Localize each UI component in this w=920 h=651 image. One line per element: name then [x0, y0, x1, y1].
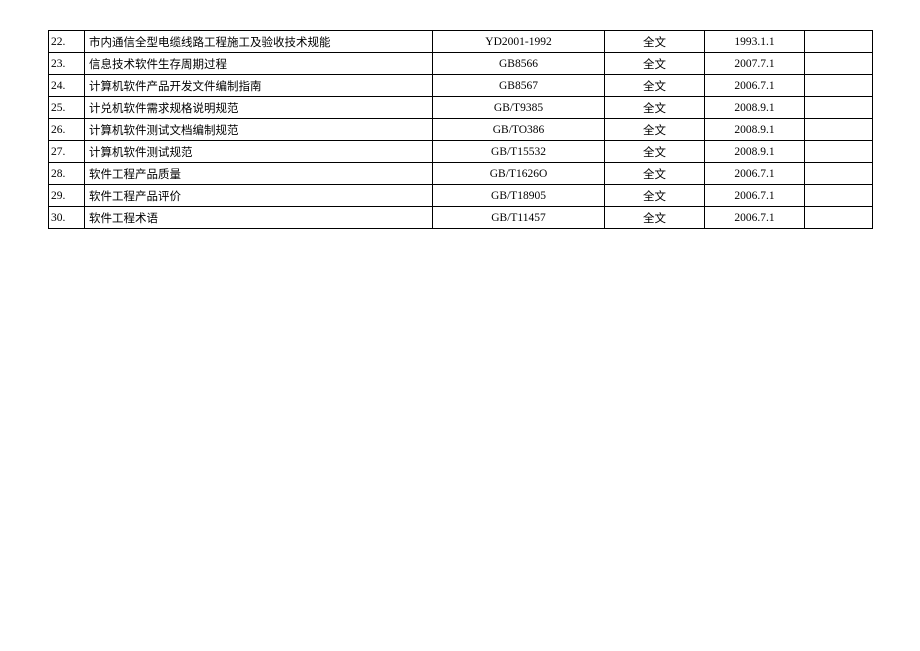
- cell-scope: 全文: [605, 31, 705, 53]
- cell-date: 2006.7.1: [705, 163, 805, 185]
- table-row: 27.计算机软件测试规范GB/T15532全文2008.9.1: [49, 141, 873, 163]
- cell-code: YD2001-1992: [433, 31, 605, 53]
- cell-code: GB/T18905: [433, 185, 605, 207]
- cell-date: 2006.7.1: [705, 185, 805, 207]
- cell-empty: [805, 141, 873, 163]
- cell-scope: 全文: [605, 119, 705, 141]
- cell-empty: [805, 31, 873, 53]
- cell-title: 计算机软件产品开发文件编制指南: [85, 75, 433, 97]
- table-row: 25.计兑机软件需求规格说明规范GB/T9385全文2008.9.1: [49, 97, 873, 119]
- cell-empty: [805, 185, 873, 207]
- cell-num: 26.: [49, 119, 85, 141]
- cell-num: 24.: [49, 75, 85, 97]
- cell-num: 22.: [49, 31, 85, 53]
- table-row: 29.软件工程产品评价GB/T18905全文2006.7.1: [49, 185, 873, 207]
- cell-code: GB/T1626O: [433, 163, 605, 185]
- cell-title: 信息技术软件生存周期过程: [85, 53, 433, 75]
- table-row: 24.计算机软件产品开发文件编制指南GB8567全文2006.7.1: [49, 75, 873, 97]
- cell-code: GB8566: [433, 53, 605, 75]
- cell-empty: [805, 163, 873, 185]
- cell-date: 1993.1.1: [705, 31, 805, 53]
- cell-empty: [805, 207, 873, 229]
- cell-code: GB8567: [433, 75, 605, 97]
- cell-num: 30.: [49, 207, 85, 229]
- cell-num: 25.: [49, 97, 85, 119]
- cell-date: 2008.9.1: [705, 141, 805, 163]
- cell-scope: 全文: [605, 53, 705, 75]
- cell-date: 2008.9.1: [705, 119, 805, 141]
- cell-date: 2006.7.1: [705, 75, 805, 97]
- cell-scope: 全文: [605, 97, 705, 119]
- cell-title: 计算机软件测试规范: [85, 141, 433, 163]
- cell-scope: 全文: [605, 207, 705, 229]
- cell-code: GB/TO386: [433, 119, 605, 141]
- standards-table: 22.市内通信全型电缆线路工程施工及验收技术规能YD2001-1992全文199…: [48, 30, 873, 229]
- table-row: 26.计算机软件测试文档编制规范GB/TO386全文2008.9.1: [49, 119, 873, 141]
- cell-num: 27.: [49, 141, 85, 163]
- cell-code: GB/T9385: [433, 97, 605, 119]
- cell-empty: [805, 75, 873, 97]
- cell-empty: [805, 53, 873, 75]
- cell-title: 软件工程术语: [85, 207, 433, 229]
- cell-empty: [805, 97, 873, 119]
- cell-date: 2006.7.1: [705, 207, 805, 229]
- cell-scope: 全文: [605, 75, 705, 97]
- table-row: 28.软件工程产品质量GB/T1626O全文2006.7.1: [49, 163, 873, 185]
- cell-scope: 全文: [605, 185, 705, 207]
- cell-scope: 全文: [605, 141, 705, 163]
- cell-date: 2008.9.1: [705, 97, 805, 119]
- cell-date: 2007.7.1: [705, 53, 805, 75]
- table-row: 30.软件工程术语GB/T11457全文2006.7.1: [49, 207, 873, 229]
- cell-code: GB/T11457: [433, 207, 605, 229]
- cell-title: 市内通信全型电缆线路工程施工及验收技术规能: [85, 31, 433, 53]
- cell-num: 29.: [49, 185, 85, 207]
- cell-title: 计算机软件测试文档编制规范: [85, 119, 433, 141]
- cell-title: 软件工程产品评价: [85, 185, 433, 207]
- cell-scope: 全文: [605, 163, 705, 185]
- table-row: 22.市内通信全型电缆线路工程施工及验收技术规能YD2001-1992全文199…: [49, 31, 873, 53]
- cell-title: 软件工程产品质量: [85, 163, 433, 185]
- cell-empty: [805, 119, 873, 141]
- cell-title: 计兑机软件需求规格说明规范: [85, 97, 433, 119]
- cell-num: 28.: [49, 163, 85, 185]
- cell-num: 23.: [49, 53, 85, 75]
- table-row: 23.信息技术软件生存周期过程GB8566全文2007.7.1: [49, 53, 873, 75]
- cell-code: GB/T15532: [433, 141, 605, 163]
- table-body: 22.市内通信全型电缆线路工程施工及验收技术规能YD2001-1992全文199…: [49, 31, 873, 229]
